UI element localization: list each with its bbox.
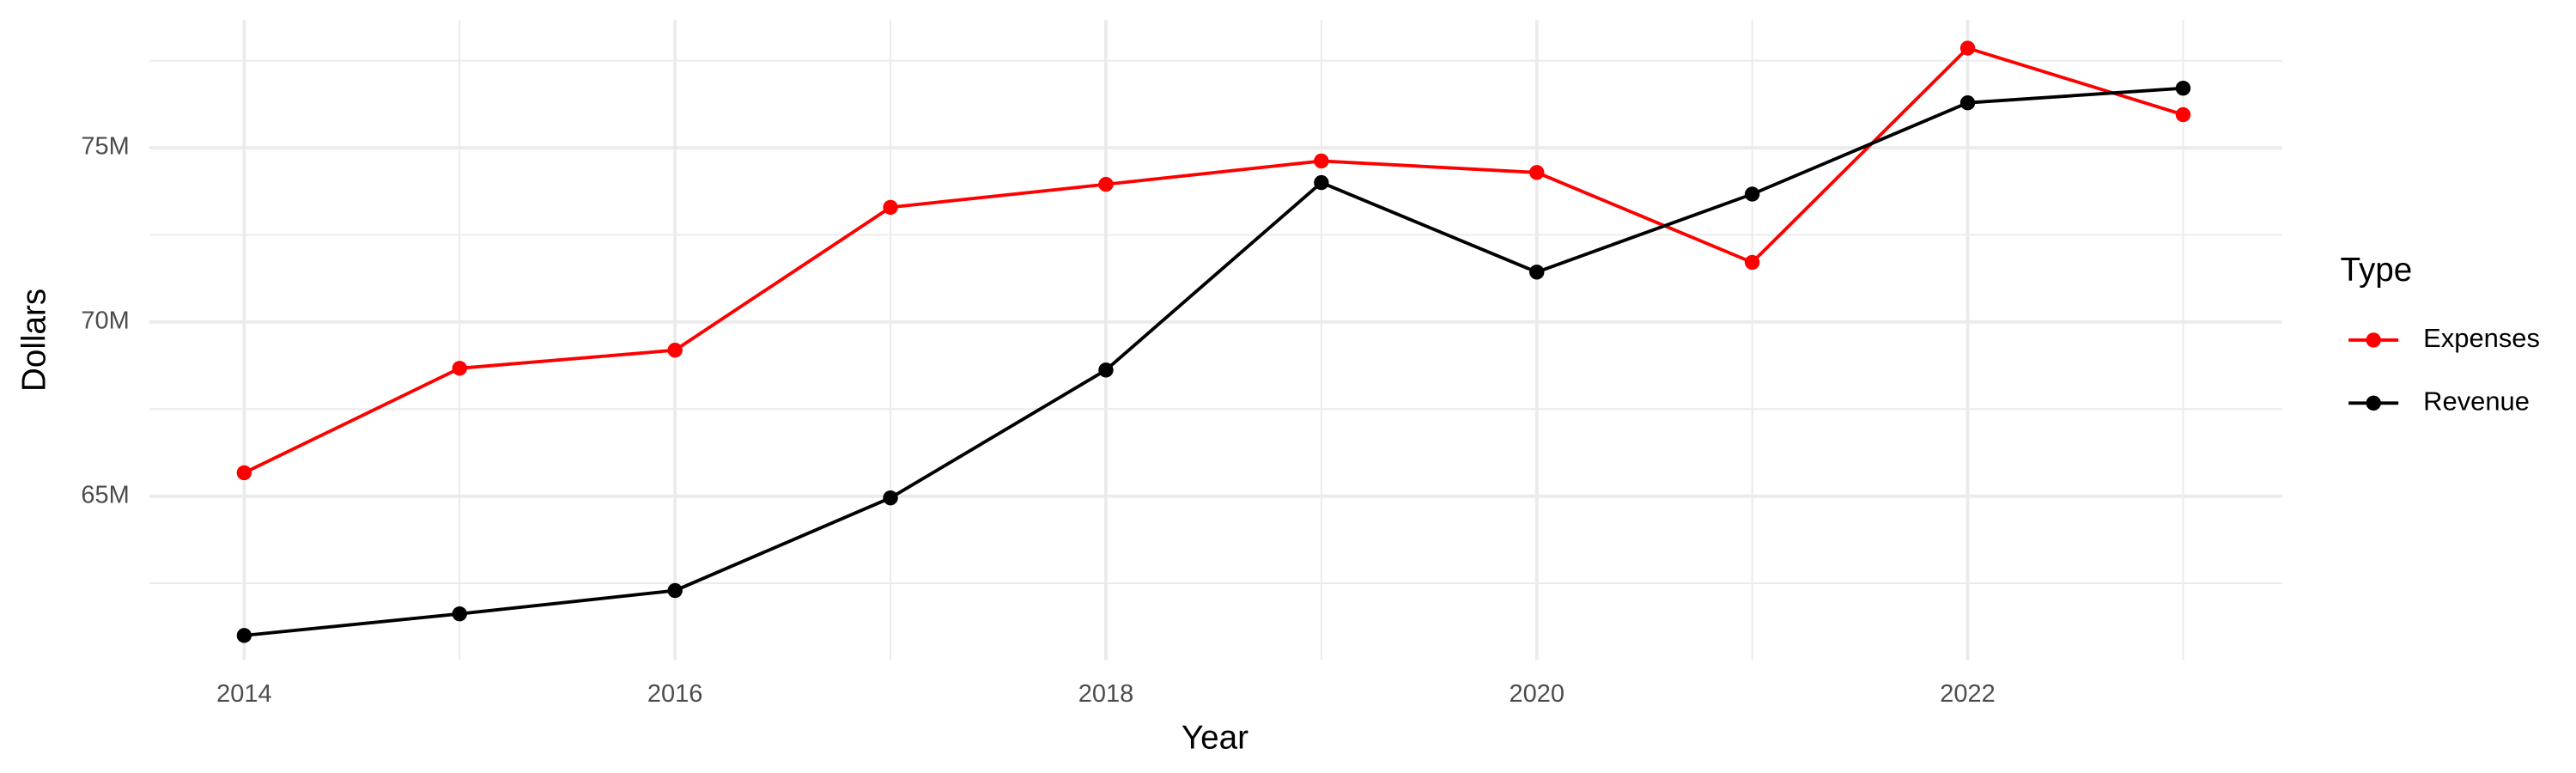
data-point	[1314, 153, 1329, 169]
legend-label: Revenue	[2423, 386, 2530, 416]
plot-area	[236, 40, 2191, 643]
y-axis-title: Dollars	[16, 289, 53, 392]
data-point	[452, 606, 467, 622]
x-tick-label: 2022	[1940, 680, 1995, 708]
data-point	[1529, 165, 1545, 180]
y-tick-label: 75M	[81, 133, 129, 161]
data-point	[667, 582, 683, 599]
grid: 65M 70M 75M 2014 2016 2018 2020 2022	[81, 20, 2282, 708]
data-point	[883, 199, 898, 216]
legend-marker	[2366, 332, 2381, 348]
data-point	[1744, 254, 1760, 271]
data-point	[883, 490, 898, 506]
y-tick-label: 70M	[81, 307, 129, 334]
data-point	[667, 342, 683, 358]
x-tick-label: 2020	[1510, 680, 1564, 708]
x-tick-label: 2014	[216, 680, 271, 708]
data-point	[1529, 265, 1545, 280]
legend-title: Type	[2341, 252, 2413, 289]
data-point	[1098, 176, 1114, 192]
series-line	[243, 46, 2184, 475]
data-point	[1744, 186, 1760, 202]
x-tick-label: 2016	[647, 680, 702, 708]
data-point	[1098, 362, 1114, 378]
data-point	[1314, 174, 1329, 191]
data-point	[236, 628, 252, 643]
data-point	[2175, 80, 2191, 96]
x-tick-label: 2018	[1078, 680, 1133, 708]
data-point	[2175, 107, 2191, 123]
data-point	[452, 361, 467, 376]
data-point	[236, 465, 252, 481]
x-axis-title: Year	[1182, 720, 1249, 757]
y-tick-label: 65M	[81, 481, 129, 508]
data-point	[1959, 95, 1976, 111]
data-point	[1959, 40, 1976, 56]
series-line	[244, 86, 2184, 637]
legend-label: Expenses	[2423, 323, 2540, 353]
legend-marker	[2366, 395, 2381, 411]
